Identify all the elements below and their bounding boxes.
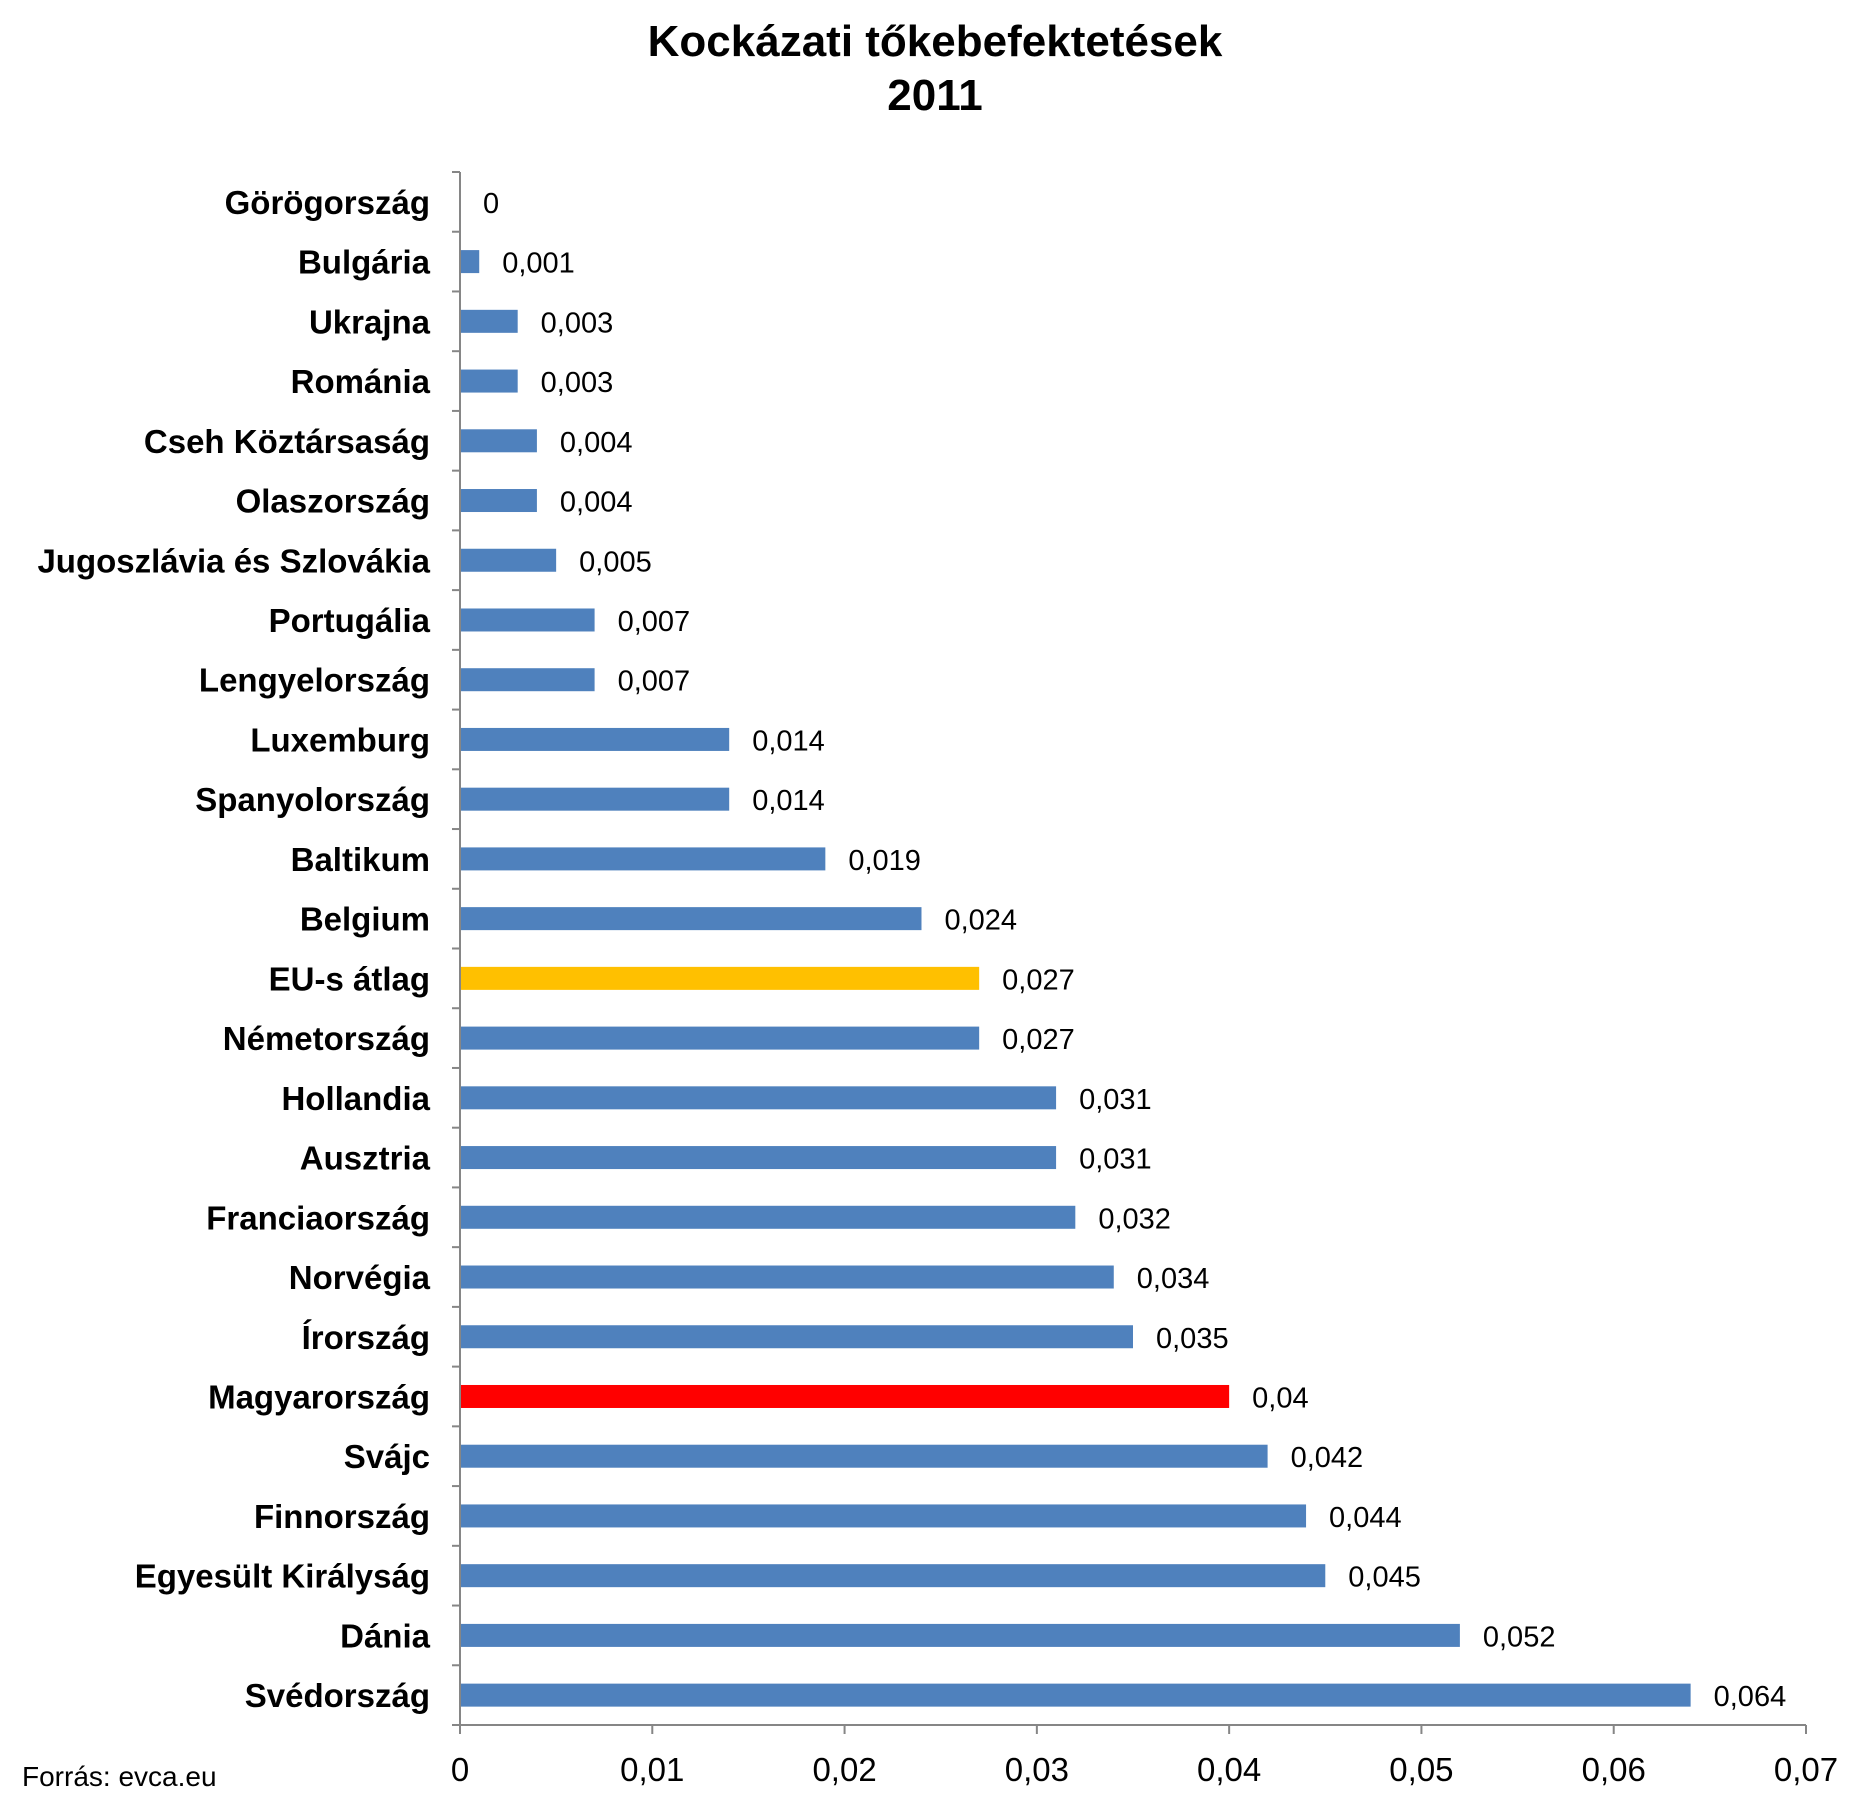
value-label: 0,027 bbox=[1002, 1024, 1075, 1056]
category-label: Lengyelország bbox=[199, 662, 430, 699]
bar-nemetorszag bbox=[460, 1026, 980, 1050]
category-label: Írország bbox=[302, 1319, 430, 1356]
bar-finnorszag bbox=[460, 1504, 1307, 1528]
category-label: Svédország bbox=[245, 1677, 430, 1714]
x-axis-ticks: 0 0,01 0,02 0,03 0,04 0,05 0,06 0,07 bbox=[451, 1725, 1838, 1788]
x-tick-label: 0,04 bbox=[1197, 1751, 1261, 1788]
value-label: 0,031 bbox=[1079, 1084, 1152, 1116]
category-labels: Görögország Bulgária Ukrajna Románia Cseh Kö… bbox=[37, 184, 430, 1714]
category-label: Cseh Köztársaság bbox=[144, 423, 430, 460]
category-label: Svájc bbox=[344, 1438, 430, 1475]
bar-norvegia bbox=[460, 1265, 1114, 1289]
value-label: 0,04 bbox=[1252, 1382, 1308, 1414]
value-labels: 00,001 0,003 0,003 0,004 0,004 0,005 0,007 0,00… bbox=[483, 188, 1786, 1713]
bar-ukrajna bbox=[460, 309, 518, 333]
value-label: 0,034 bbox=[1137, 1263, 1210, 1295]
bar-portugalia bbox=[460, 608, 595, 632]
category-label: Norvégia bbox=[289, 1259, 431, 1296]
bar-magyarorszag bbox=[460, 1384, 1230, 1408]
category-label: Belgium bbox=[300, 901, 430, 938]
value-label: 0,032 bbox=[1098, 1203, 1171, 1235]
bar-irorszag bbox=[460, 1325, 1133, 1349]
category-label: Jugoszlávia és Szlovákia bbox=[37, 542, 430, 579]
bar-luxemburg bbox=[460, 727, 730, 751]
value-label: 0,004 bbox=[560, 427, 633, 459]
bar-franciaorszag bbox=[460, 1205, 1076, 1229]
category-label: Olaszország bbox=[236, 483, 430, 520]
axes bbox=[452, 171, 1806, 1726]
x-tick-label: 0,07 bbox=[1774, 1751, 1838, 1788]
category-label: Luxemburg bbox=[250, 721, 430, 758]
chart-subtitle: 2011 bbox=[887, 71, 982, 120]
value-label: 0,027 bbox=[1002, 964, 1075, 996]
bar-dania bbox=[460, 1623, 1460, 1647]
value-label: 0,001 bbox=[502, 248, 575, 280]
x-tick-label: 0,03 bbox=[1005, 1751, 1069, 1788]
value-label: 0,035 bbox=[1156, 1323, 1229, 1355]
bar-lengyelorszag bbox=[460, 668, 595, 692]
value-label: 0,042 bbox=[1291, 1442, 1364, 1474]
x-tick-label: 0,02 bbox=[812, 1751, 876, 1788]
value-label: 0,024 bbox=[944, 905, 1017, 937]
value-label: 0,005 bbox=[579, 546, 652, 578]
source-note: Forrás: evca.eu bbox=[22, 1761, 217, 1792]
category-label: Spanyolország bbox=[195, 781, 430, 818]
category-label: Görögország bbox=[225, 184, 430, 221]
value-label: 0,007 bbox=[618, 666, 691, 698]
category-label: Egyesült Királyság bbox=[135, 1558, 430, 1595]
value-label: 0,031 bbox=[1079, 1144, 1152, 1176]
category-label: Finnország bbox=[254, 1498, 430, 1535]
bar-ausztria bbox=[460, 1146, 1057, 1170]
bar-baltikum bbox=[460, 847, 826, 871]
category-label: Dánia bbox=[340, 1617, 431, 1654]
value-label: 0,004 bbox=[560, 487, 633, 519]
category-label: Hollandia bbox=[281, 1080, 430, 1117]
chart-title: Kockázati tőkebefektetések bbox=[648, 17, 1223, 66]
value-label: 0 bbox=[483, 188, 499, 220]
value-label: 0,003 bbox=[541, 307, 614, 339]
category-label: Ukrajna bbox=[309, 303, 431, 340]
bar-olaszorszag bbox=[460, 489, 537, 513]
bar-spanyolorszag bbox=[460, 787, 730, 811]
bar-svedorszag bbox=[460, 1683, 1691, 1707]
category-label: Portugália bbox=[269, 602, 431, 639]
value-label: 0,003 bbox=[541, 367, 614, 399]
x-tick-label: 0,06 bbox=[1582, 1751, 1646, 1788]
bar-jugoszlavia-es-szlovakia bbox=[460, 548, 557, 572]
x-tick-label: 0,05 bbox=[1389, 1751, 1453, 1788]
value-label: 0,064 bbox=[1714, 1681, 1787, 1713]
value-label: 0,045 bbox=[1348, 1562, 1421, 1594]
category-label: Magyarország bbox=[208, 1378, 430, 1415]
value-label: 0,019 bbox=[848, 845, 921, 877]
category-label: Franciaország bbox=[206, 1199, 430, 1236]
category-label: EU-s átlag bbox=[269, 960, 430, 997]
bar-svajc bbox=[460, 1444, 1268, 1468]
category-label: Ausztria bbox=[300, 1140, 431, 1177]
value-label: 0,007 bbox=[618, 606, 691, 638]
bar-egyesult-kiralysag bbox=[460, 1564, 1326, 1588]
bars-group bbox=[460, 250, 1691, 1707]
category-label: Baltikum bbox=[291, 841, 430, 878]
bar-bulgaria bbox=[460, 250, 480, 274]
value-label: 0,052 bbox=[1483, 1621, 1556, 1653]
x-tick-label: 0,01 bbox=[620, 1751, 684, 1788]
bar-romania bbox=[460, 369, 518, 393]
bar-hollandia bbox=[460, 1086, 1057, 1110]
value-label: 0,014 bbox=[752, 785, 825, 817]
category-label: Németország bbox=[223, 1020, 430, 1057]
x-tick-label: 0 bbox=[451, 1751, 469, 1788]
value-label: 0,014 bbox=[752, 725, 825, 757]
value-label: 0,044 bbox=[1329, 1502, 1402, 1534]
category-label: Bulgária bbox=[298, 244, 431, 281]
category-label: Románia bbox=[291, 363, 431, 400]
bar-eu-s-atlag bbox=[460, 966, 980, 990]
bar-belgium bbox=[460, 907, 922, 931]
bar-cseh-koztarsasag bbox=[460, 429, 537, 453]
